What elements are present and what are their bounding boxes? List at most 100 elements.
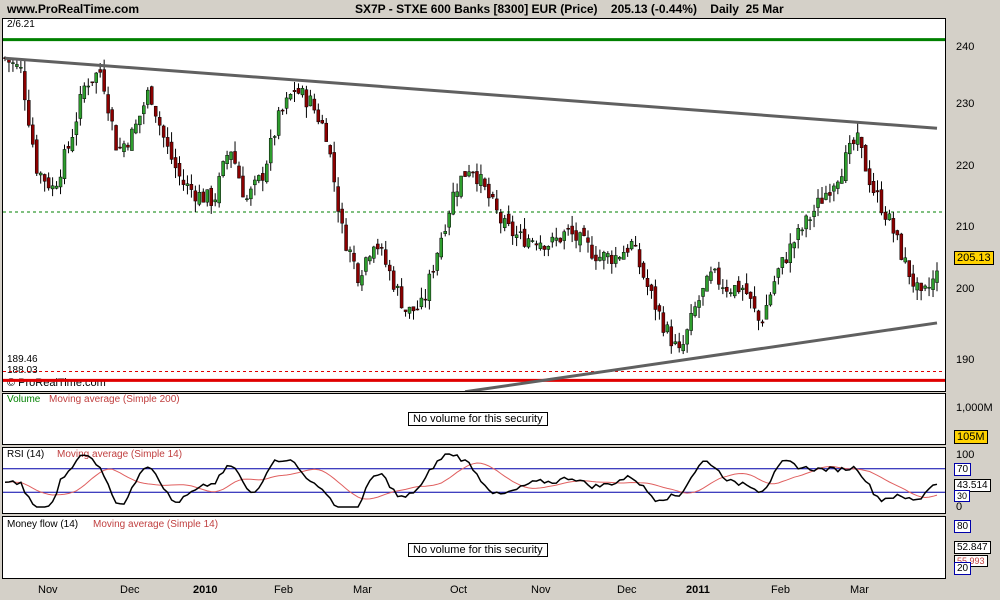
candle-body — [863, 145, 868, 172]
price-chart-svg — [3, 38, 945, 391]
candle-body — [455, 191, 459, 197]
candle-body — [907, 260, 911, 277]
candle-body — [570, 225, 574, 235]
trendline — [4, 56, 938, 130]
candle-body — [598, 256, 602, 261]
y-tick: 210 — [956, 221, 975, 233]
candle-body — [867, 168, 872, 186]
candle-body — [796, 228, 800, 240]
price-panel: 2/6.21 189.46 188.03 © ProRealTime.com — [2, 18, 946, 392]
candle-body — [328, 145, 332, 155]
volume-ma-label: Moving average (Simple 200) — [49, 394, 180, 405]
volume-panel: Volume Moving average (Simple 200) No vo… — [2, 393, 946, 445]
y-tick: 200 — [956, 283, 975, 295]
candle-body — [514, 234, 519, 238]
candle-body — [173, 157, 178, 169]
candle-body — [871, 181, 876, 194]
candle-body — [931, 278, 935, 290]
mf-label: Money flow (14) — [7, 519, 79, 530]
candle-body — [776, 268, 781, 278]
candle-body — [130, 128, 134, 151]
chart-title: SX7P - STXE 600 Banks [8300] EUR (Price)… — [355, 2, 784, 16]
candle-body — [911, 273, 915, 287]
candle-body — [629, 241, 634, 250]
candle-body — [879, 189, 884, 214]
candle-body — [383, 249, 388, 265]
candle-body — [19, 66, 23, 69]
candle-body — [407, 306, 412, 314]
candle-body — [602, 252, 606, 261]
candle-body — [717, 267, 721, 285]
candle-body — [800, 229, 804, 232]
candle-body — [90, 81, 95, 84]
candle-body — [701, 288, 705, 297]
candle-body — [772, 281, 777, 294]
candle-body — [748, 291, 753, 299]
candle-body — [185, 183, 190, 186]
candle-body — [265, 163, 269, 183]
candle-body — [764, 305, 769, 320]
candle-body — [213, 199, 217, 203]
candle-body — [617, 257, 622, 260]
volume-label: Volume — [7, 394, 41, 405]
rsi-ma-label: Moving average (Simple 14) — [57, 449, 183, 460]
x-label: Dec — [120, 584, 140, 596]
candle-body — [637, 249, 642, 268]
no-volume-message-2: No volume for this security — [408, 543, 548, 557]
candle-body — [487, 183, 491, 199]
candle-body — [649, 284, 654, 291]
candle-body — [376, 243, 380, 250]
y-tick: 230 — [956, 98, 975, 110]
candle-body — [665, 324, 670, 333]
y-tick: 220 — [956, 160, 975, 172]
candle-body — [851, 139, 856, 145]
candle-body — [752, 296, 757, 309]
candle-body — [542, 245, 547, 250]
candle-body — [530, 240, 535, 242]
price-y-axis: 240 230 220 210 200 190 — [946, 18, 1000, 392]
candle-body — [320, 120, 325, 124]
candle-body — [744, 283, 749, 294]
candle-body — [447, 212, 451, 228]
candle-body — [566, 228, 570, 230]
candle-body — [471, 171, 475, 174]
candle-body — [459, 175, 463, 197]
candle-body — [816, 197, 820, 208]
mf-value-tag: 52.847 — [954, 541, 991, 554]
rsi-ma-line — [4, 462, 938, 500]
candle-body — [812, 210, 816, 217]
candle-body — [582, 227, 586, 236]
candle-body — [451, 191, 455, 215]
candle-body — [673, 341, 677, 344]
candle-body — [280, 109, 285, 112]
candle-body — [784, 259, 789, 263]
candle-body — [780, 257, 785, 268]
candle-body — [411, 306, 416, 312]
candle-body — [792, 242, 796, 249]
candle-body — [891, 218, 896, 234]
candle-body — [899, 233, 904, 260]
level-low-1: 189.46 — [7, 354, 38, 365]
candle-body — [304, 89, 309, 108]
candle-body — [399, 286, 404, 309]
candle-body — [209, 187, 213, 206]
candle-body — [689, 313, 693, 331]
candle-body — [146, 89, 150, 105]
level-low-2: 188.03 — [7, 365, 38, 376]
candle-body — [138, 115, 142, 126]
candle-body — [261, 173, 265, 181]
candle-body — [522, 228, 527, 247]
candle-body — [205, 189, 210, 203]
candle-body — [709, 271, 713, 281]
candle-body — [736, 280, 741, 293]
candle-body — [502, 218, 507, 228]
candle-body — [633, 244, 638, 247]
candle-body — [364, 257, 368, 272]
candle-body — [31, 124, 35, 145]
candle-body — [229, 151, 233, 160]
candle-body — [431, 271, 436, 273]
candle-body — [550, 236, 555, 243]
candle-body — [157, 117, 162, 126]
x-label: Oct — [450, 584, 468, 596]
rsi-value-tag: 43.514 — [954, 479, 991, 492]
